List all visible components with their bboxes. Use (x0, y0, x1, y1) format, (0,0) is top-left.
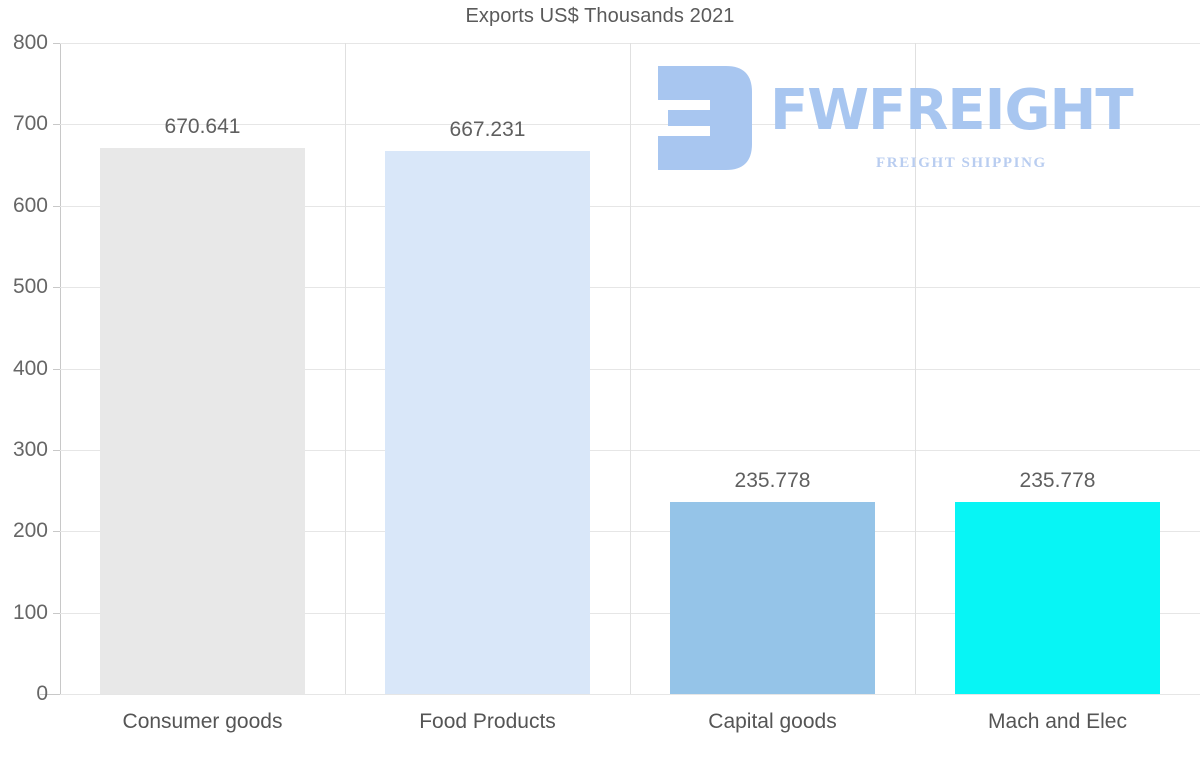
y-tick-label: 600 (12, 193, 48, 217)
bar-value-label: 235.778 (1019, 469, 1096, 493)
y-tick-label: 100 (12, 600, 48, 624)
x-category-label: Mach and Elec (988, 710, 1127, 733)
bar[interactable] (385, 151, 590, 694)
bar-value-label: 670.641 (164, 115, 241, 139)
y-tick-mark (53, 287, 60, 289)
gridline-vertical (630, 43, 631, 694)
plot-area (53, 43, 1200, 695)
gridline-vertical (345, 43, 346, 694)
bar-value-label: 235.778 (734, 469, 811, 493)
x-category-label: Food Products (419, 710, 556, 733)
y-tick-label: 800 (12, 31, 48, 54)
bar[interactable] (955, 502, 1160, 694)
y-tick-mark (53, 694, 60, 695)
y-tick-mark (53, 531, 60, 533)
y-tick-mark (53, 124, 60, 126)
y-tick-mark (53, 43, 60, 44)
y-tick-label: 400 (12, 356, 48, 380)
bar[interactable] (670, 502, 875, 694)
chart-title: Exports US$ Thousands 2021 (465, 5, 735, 27)
y-tick-mark (53, 612, 60, 614)
bar[interactable] (100, 148, 305, 694)
y-tick-mark (53, 449, 60, 451)
bar-value-label: 667.231 (449, 118, 526, 142)
x-category-label: Consumer goods (122, 710, 283, 733)
y-tick-label: 200 (12, 519, 48, 543)
y-tick-mark (53, 205, 60, 207)
y-tick-label: 0 (36, 682, 48, 705)
x-category-label: Capital goods (708, 710, 837, 733)
gridline-horizontal (60, 694, 1200, 695)
y-tick-mark (53, 368, 60, 370)
y-tick-label: 500 (12, 275, 48, 299)
y-tick-label: 300 (12, 437, 48, 461)
gridline-vertical (915, 43, 916, 694)
y-tick-label: 700 (12, 112, 48, 136)
